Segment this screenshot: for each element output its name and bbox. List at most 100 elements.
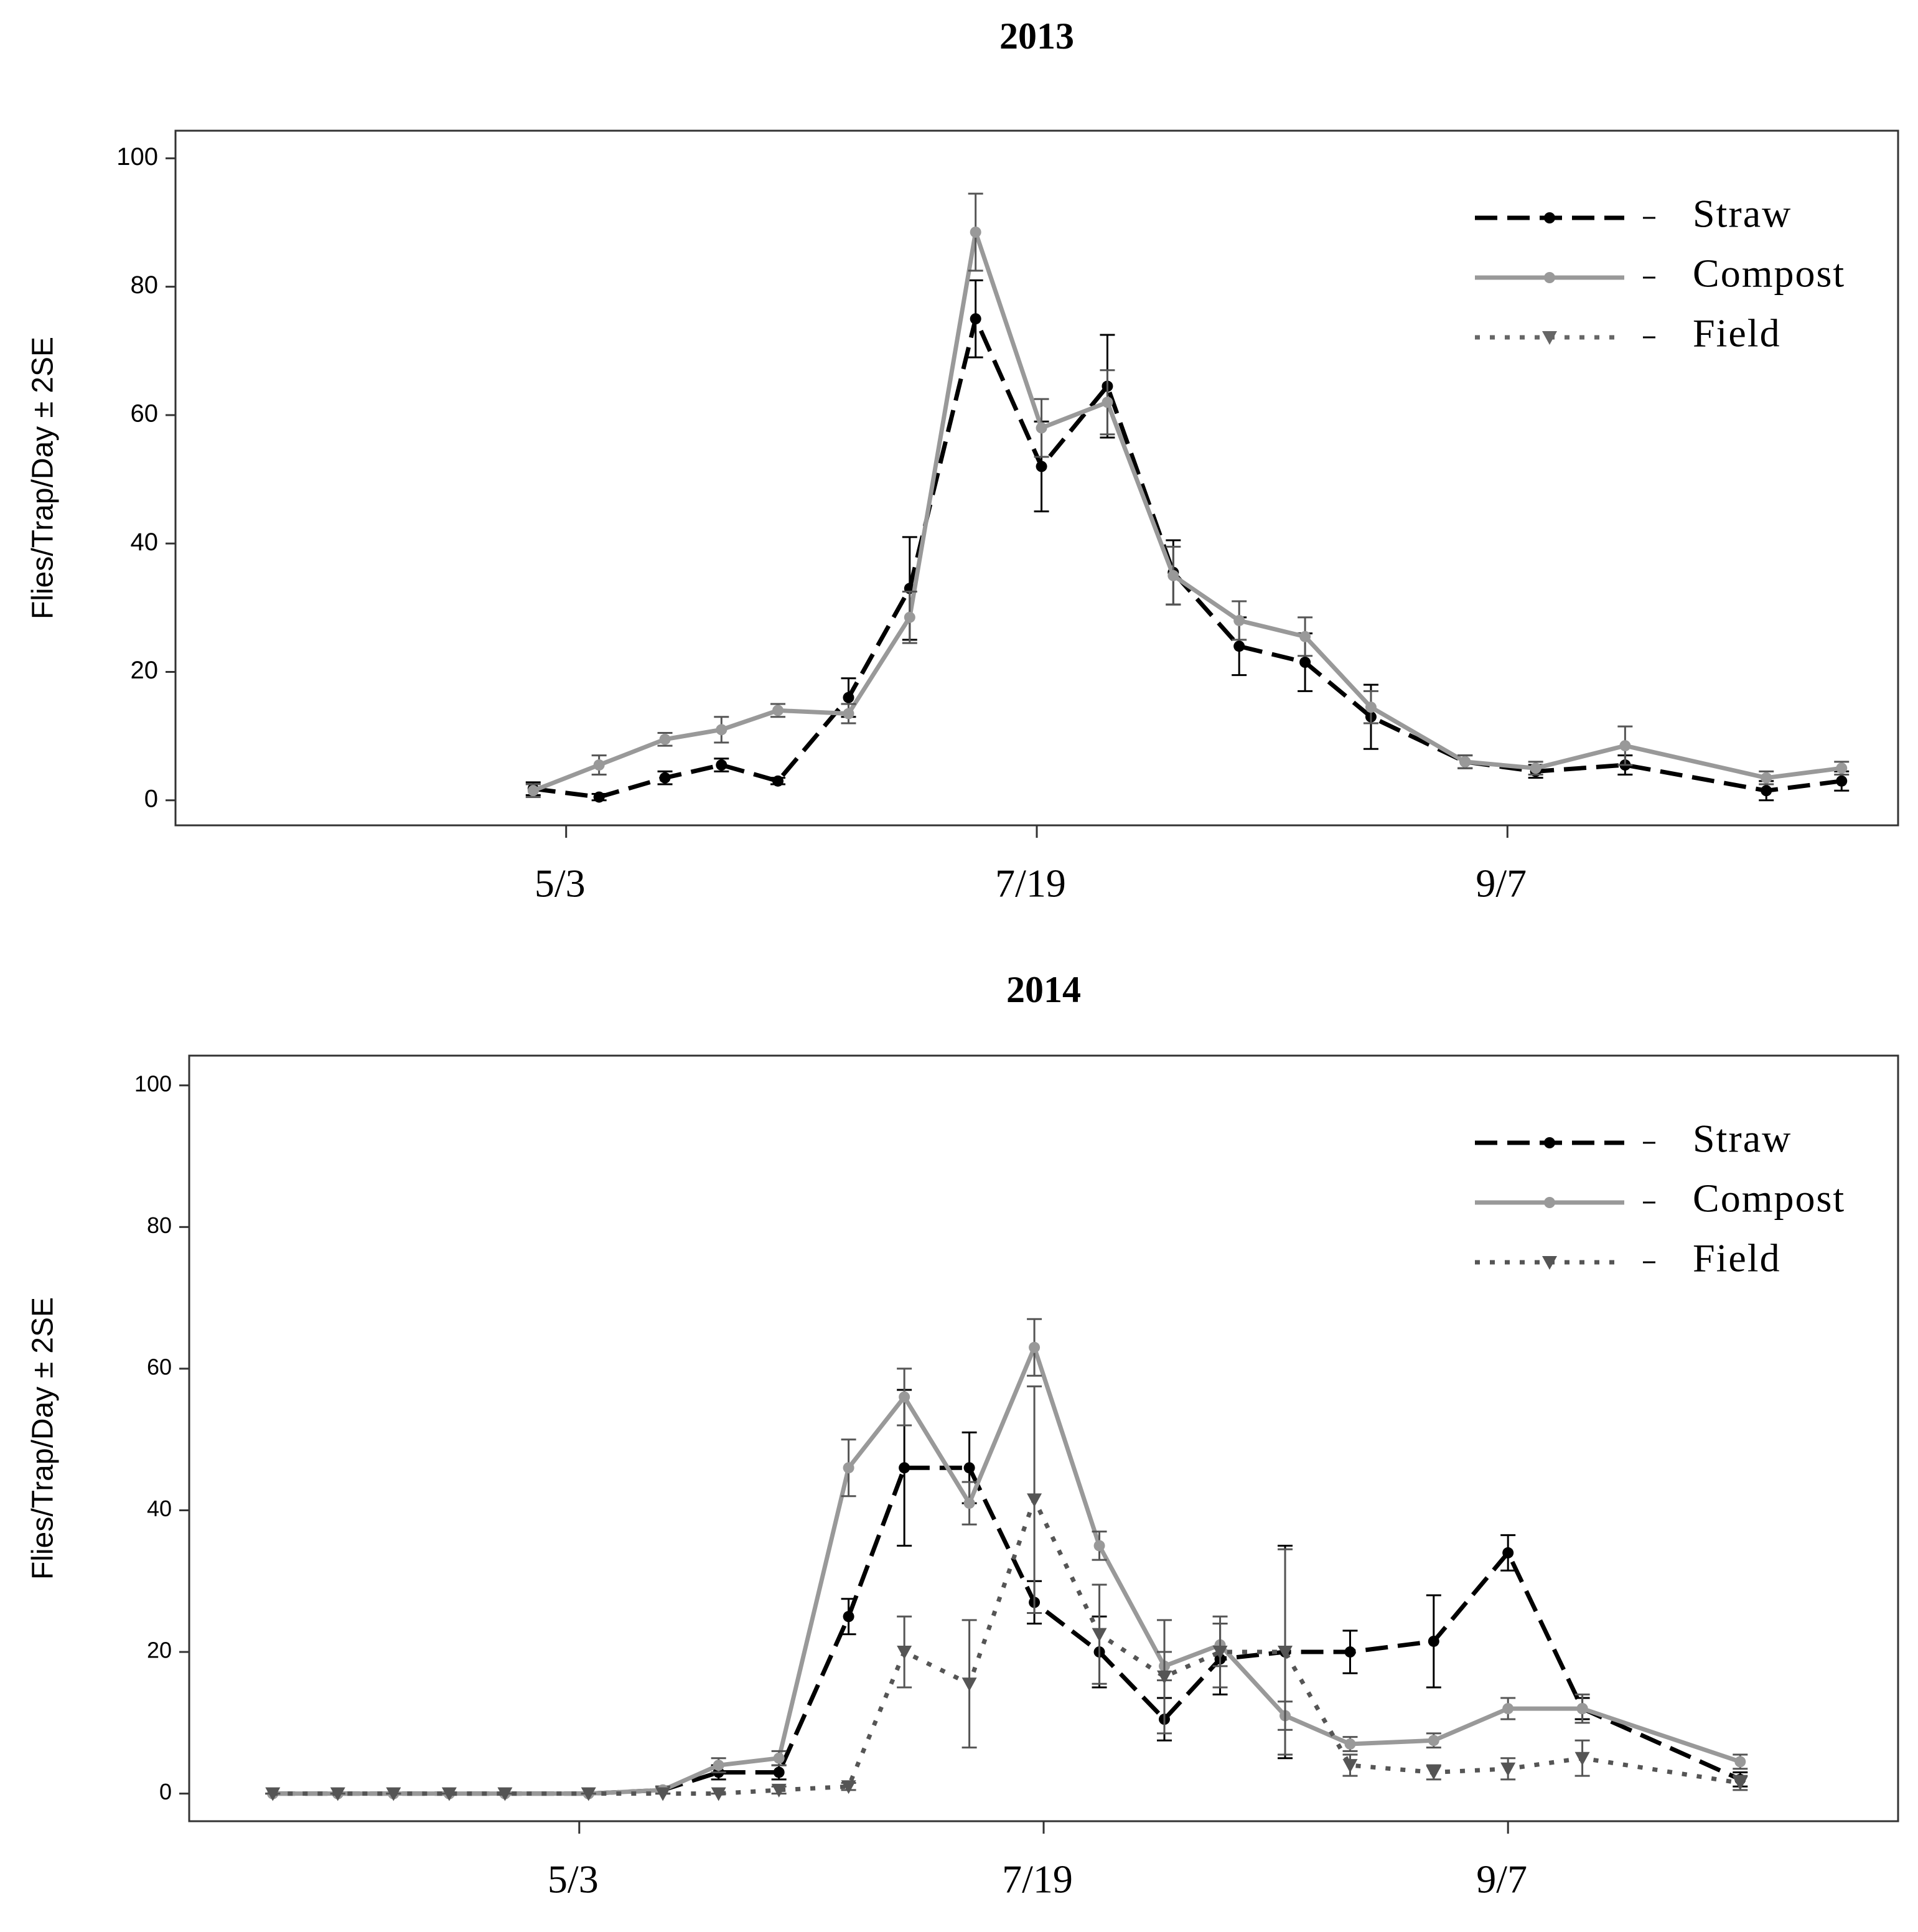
legend-marker — [1544, 212, 1555, 223]
y-tick-label: 100 — [134, 1071, 172, 1096]
legend-marker — [1544, 1197, 1555, 1208]
data-point — [593, 791, 605, 803]
data-point — [1167, 570, 1179, 581]
legend-marker — [1542, 1256, 1557, 1270]
data-point — [1365, 701, 1377, 713]
legend-marker — [1544, 1137, 1555, 1148]
data-point — [1299, 631, 1311, 642]
data-point — [1426, 1766, 1441, 1780]
data-point — [1029, 1341, 1041, 1353]
y-tick-label: 0 — [159, 1779, 172, 1804]
data-point — [659, 772, 671, 784]
data-point — [330, 1787, 345, 1801]
data-point — [841, 1780, 856, 1794]
y-tick-label: 100 — [116, 143, 158, 171]
y-axis-label: Flies/Trap/Day ± 2SE — [27, 1297, 60, 1580]
data-point — [1836, 762, 1848, 774]
data-point — [843, 692, 854, 703]
data-point — [1344, 1738, 1356, 1750]
series-line — [273, 1465, 1741, 1796]
y-axis-label: Flies/Trap/Day ± 2SE — [27, 337, 60, 619]
series-line — [532, 231, 1842, 793]
data-point — [1500, 1762, 1516, 1776]
x-tick-label: 7/19 — [995, 861, 1066, 906]
data-point — [711, 1787, 726, 1801]
data-point — [773, 1752, 785, 1764]
x-tick-label: 7/19 — [1002, 1857, 1073, 1902]
data-point — [581, 1787, 596, 1801]
data-point — [716, 759, 727, 771]
legend-marker — [1544, 272, 1555, 283]
data-point — [1342, 1759, 1358, 1773]
data-point — [772, 705, 784, 716]
data-point — [897, 1646, 912, 1660]
data-point — [1761, 772, 1772, 784]
x-tick-label: 5/3 — [535, 861, 586, 906]
legend-label: Field — [1693, 1236, 1781, 1280]
data-point — [1344, 1646, 1356, 1658]
data-point — [1761, 785, 1772, 797]
data-point — [1212, 1646, 1228, 1660]
data-point — [1036, 461, 1047, 472]
data-point — [1428, 1735, 1439, 1747]
y-tick-label: 60 — [131, 400, 159, 427]
data-point — [963, 1498, 975, 1509]
data-point — [1502, 1703, 1514, 1715]
plot-frame — [174, 129, 1899, 827]
legend-label: Compost — [1693, 1176, 1845, 1221]
data-point — [593, 759, 605, 771]
data-point — [1836, 775, 1848, 787]
legend-marker — [1542, 331, 1557, 345]
data-point — [1459, 756, 1471, 767]
data-point — [527, 785, 539, 797]
series-line — [273, 1341, 1741, 1796]
legend-label: Field — [1693, 311, 1781, 355]
data-point — [904, 611, 915, 623]
data-point — [1530, 762, 1541, 774]
chart-title: 2014 — [1006, 969, 1081, 1010]
data-point — [655, 1787, 671, 1801]
data-point — [1157, 1670, 1172, 1684]
y-tick-label: 0 — [144, 785, 158, 812]
data-point — [1428, 1635, 1439, 1647]
data-point — [1093, 1540, 1105, 1552]
data-point — [386, 1787, 401, 1801]
data-point — [843, 1462, 854, 1474]
y-tick-label: 40 — [131, 528, 159, 556]
data-point — [843, 708, 854, 720]
y-tick-label: 40 — [147, 1496, 172, 1521]
data-point — [1278, 1646, 1293, 1660]
data-point — [1233, 614, 1245, 626]
data-point — [1619, 740, 1631, 752]
y-tick-label: 20 — [147, 1638, 172, 1663]
legend-label: Straw — [1693, 192, 1792, 236]
data-point — [1574, 1751, 1590, 1766]
data-point — [1576, 1703, 1588, 1715]
data-point — [1102, 396, 1113, 408]
data-point — [265, 1787, 281, 1801]
chart: 2014 Flies/Trap/Day ± 2SE 0 20 40 60 80 100 5/3 7… — [27, 969, 1899, 1902]
data-point — [497, 1787, 513, 1801]
data-point — [713, 1760, 724, 1771]
y-tick-label: 80 — [131, 271, 159, 299]
data-point — [899, 1462, 910, 1474]
data-point — [773, 1766, 785, 1778]
legend-label: Compost — [1693, 251, 1845, 296]
data-point — [1733, 1776, 1748, 1791]
data-point — [659, 733, 671, 745]
data-point — [1092, 1628, 1107, 1642]
data-point — [1027, 1493, 1042, 1508]
x-tick-label: 9/7 — [1476, 861, 1527, 906]
data-point — [441, 1787, 457, 1801]
chart-title: 2013 — [999, 16, 1074, 57]
y-tick-label: 20 — [131, 657, 159, 684]
data-point — [1233, 640, 1245, 652]
data-point — [1734, 1756, 1746, 1768]
plot-frame — [188, 1054, 1899, 1822]
data-point — [843, 1611, 854, 1623]
data-point — [771, 1783, 787, 1798]
x-tick-label: 5/3 — [548, 1857, 599, 1902]
data-point — [899, 1391, 910, 1403]
